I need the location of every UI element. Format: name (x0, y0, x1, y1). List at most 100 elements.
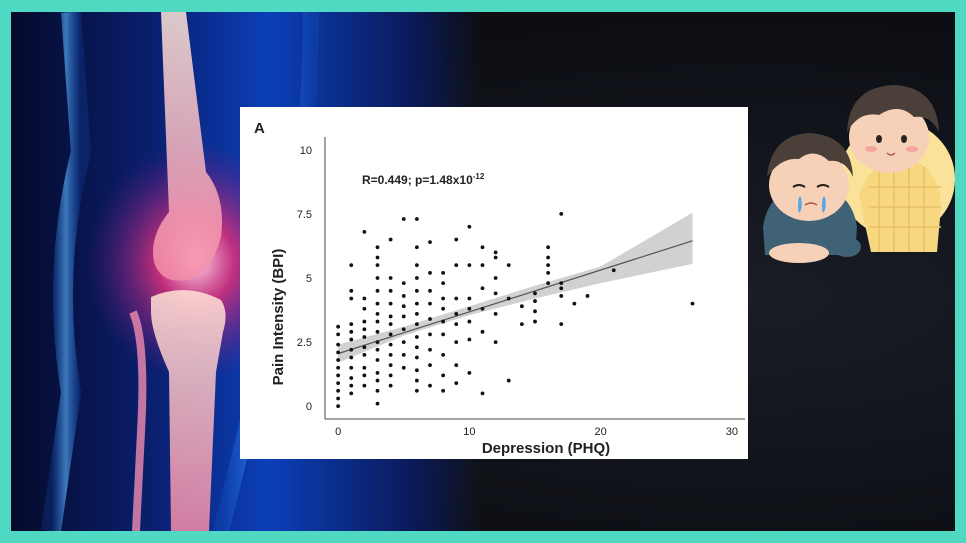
data-point (467, 263, 472, 268)
data-point (559, 212, 564, 216)
data-point (336, 350, 341, 355)
data-point (336, 373, 341, 378)
stats-annotation: R=0.449; p=1.48x10-12 (362, 172, 485, 187)
data-point (401, 314, 406, 319)
data-point (533, 319, 537, 324)
data-point (388, 373, 393, 378)
data-point (454, 322, 459, 327)
data-point (375, 301, 380, 306)
data-point (336, 388, 341, 393)
data-point (401, 217, 406, 221)
data-point (428, 347, 432, 352)
data-point (533, 291, 537, 296)
data-point (546, 245, 551, 250)
data-point (428, 301, 432, 306)
data-point (506, 296, 511, 301)
panel-letter: A (254, 120, 265, 137)
data-point (493, 291, 498, 296)
data-point (533, 309, 537, 314)
data-point (414, 355, 419, 360)
data-point (336, 365, 341, 370)
data-point (414, 276, 419, 280)
trend-line (337, 240, 693, 355)
data-point (349, 365, 354, 370)
x-axis-label: Depression (PHQ) (482, 440, 610, 457)
data-point (441, 353, 446, 357)
y-tick-label: 2.5 (297, 337, 312, 349)
x-tick-label: 20 (595, 426, 607, 438)
data-point (467, 337, 472, 342)
data-point (493, 311, 498, 316)
data-point (519, 304, 524, 309)
data-point (467, 296, 472, 301)
data-point (375, 370, 380, 375)
data-point (336, 404, 341, 409)
data-point (388, 314, 393, 319)
data-point (467, 306, 472, 311)
y-axis-label: Pain Intensity (BPI) (270, 249, 287, 386)
data-point (414, 217, 419, 221)
data-point (375, 329, 380, 334)
slide-frame: A R=0.449; p=1.48x10-12 Pain Intensity (… (11, 12, 955, 531)
data-point (349, 391, 354, 396)
points-layer (336, 212, 695, 409)
data-point (349, 383, 354, 388)
data-point (388, 288, 393, 293)
data-point (336, 381, 341, 386)
y-tick-label: 5 (306, 273, 312, 285)
data-point (375, 340, 380, 344)
data-point (533, 299, 537, 303)
data-point (546, 270, 551, 275)
y-tick-label: 0 (306, 401, 312, 413)
y-tick-label: 7.5 (297, 209, 312, 221)
stats-text: R=0.449; p=1.48x10 (362, 173, 473, 187)
data-point (401, 327, 406, 332)
trend-line-layer (337, 240, 693, 355)
data-point (428, 383, 432, 388)
data-point (493, 340, 498, 344)
data-point (428, 317, 432, 321)
data-point (428, 332, 432, 337)
x-tick-label: 30 (726, 426, 738, 438)
data-point (401, 340, 406, 344)
data-point (401, 365, 406, 370)
data-point (349, 329, 354, 334)
data-point (362, 383, 367, 388)
data-point (546, 263, 551, 268)
data-point (428, 240, 432, 245)
data-point (441, 281, 446, 286)
data-point (546, 281, 551, 286)
data-point (349, 322, 354, 327)
data-point (375, 319, 380, 324)
data-point (349, 347, 354, 352)
data-point (375, 263, 380, 268)
data-point (375, 378, 380, 383)
data-point (428, 363, 432, 368)
data-point (388, 237, 393, 242)
x-tick-label: 0 (335, 426, 341, 438)
data-point (388, 383, 393, 388)
data-point (467, 370, 472, 375)
data-point (480, 306, 485, 311)
data-point (559, 281, 564, 286)
data-point (349, 296, 354, 301)
data-point (414, 378, 419, 383)
data-point (401, 304, 406, 309)
data-point (585, 294, 590, 298)
data-point (349, 376, 354, 380)
stats-exponent: -12 (473, 172, 485, 181)
data-point (375, 245, 380, 250)
data-point (441, 306, 446, 311)
data-point (349, 288, 354, 293)
data-point (414, 335, 419, 339)
data-point (441, 319, 446, 324)
data-point (362, 296, 367, 301)
crying-children-illustration (763, 85, 955, 263)
data-point (493, 276, 498, 280)
data-point (428, 270, 432, 275)
data-point (375, 311, 380, 316)
data-point (375, 358, 380, 362)
confidence-band (338, 212, 693, 363)
data-point (414, 388, 419, 393)
data-point (336, 358, 341, 362)
